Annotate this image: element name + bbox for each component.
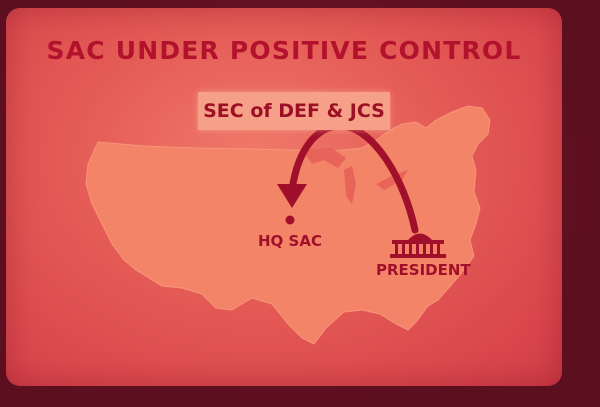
great-lakes [302, 148, 346, 168]
arrowhead-icon [277, 184, 307, 208]
map-diagram [85, 105, 491, 345]
lake-erie [376, 170, 408, 190]
slide: SAC UNDER POSITIVE CONTROL SEC of DEF & … [6, 8, 562, 386]
hq-sac-dot [285, 215, 295, 225]
hq-sac-label: HQ SAC [258, 232, 322, 250]
lake-michigan [344, 166, 356, 204]
authority-box-label: SEC of DEF & JCS [203, 100, 385, 122]
authority-box: SEC of DEF & JCS [198, 92, 390, 130]
president-label: PRESIDENT [376, 261, 471, 279]
slide-title: SAC UNDER POSITIVE CONTROL [46, 36, 522, 65]
us-map [85, 105, 491, 345]
capitol-building-icon [390, 233, 446, 258]
